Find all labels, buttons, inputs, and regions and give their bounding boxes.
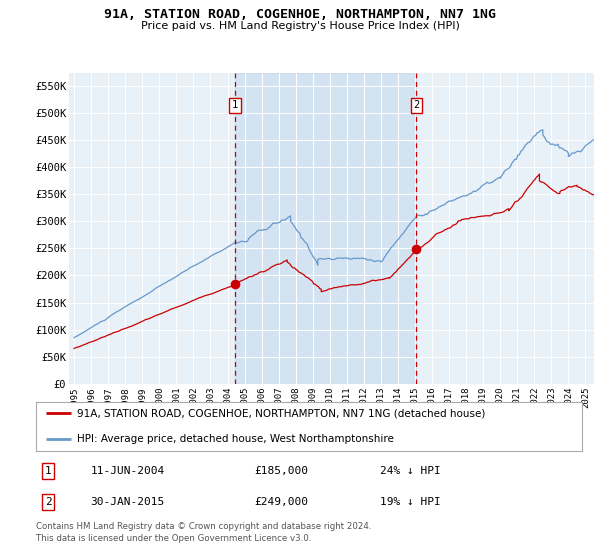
- Text: 30-JAN-2015: 30-JAN-2015: [91, 497, 165, 507]
- Text: 1: 1: [232, 100, 238, 110]
- Text: 91A, STATION ROAD, COGENHOE, NORTHAMPTON, NN7 1NG (detached house): 91A, STATION ROAD, COGENHOE, NORTHAMPTON…: [77, 408, 485, 418]
- Text: £185,000: £185,000: [254, 466, 308, 476]
- Text: £249,000: £249,000: [254, 497, 308, 507]
- Text: 19% ↓ HPI: 19% ↓ HPI: [380, 497, 441, 507]
- Text: HPI: Average price, detached house, West Northamptonshire: HPI: Average price, detached house, West…: [77, 434, 394, 444]
- Text: Price paid vs. HM Land Registry's House Price Index (HPI): Price paid vs. HM Land Registry's House …: [140, 21, 460, 31]
- Text: Contains HM Land Registry data © Crown copyright and database right 2024.
This d: Contains HM Land Registry data © Crown c…: [36, 522, 371, 543]
- Text: 2: 2: [44, 497, 52, 507]
- Text: 2: 2: [413, 100, 419, 110]
- Text: 11-JUN-2004: 11-JUN-2004: [91, 466, 165, 476]
- Text: 91A, STATION ROAD, COGENHOE, NORTHAMPTON, NN7 1NG: 91A, STATION ROAD, COGENHOE, NORTHAMPTON…: [104, 8, 496, 21]
- Text: 24% ↓ HPI: 24% ↓ HPI: [380, 466, 441, 476]
- Bar: [235, 73, 416, 384]
- Text: 1: 1: [44, 466, 52, 476]
